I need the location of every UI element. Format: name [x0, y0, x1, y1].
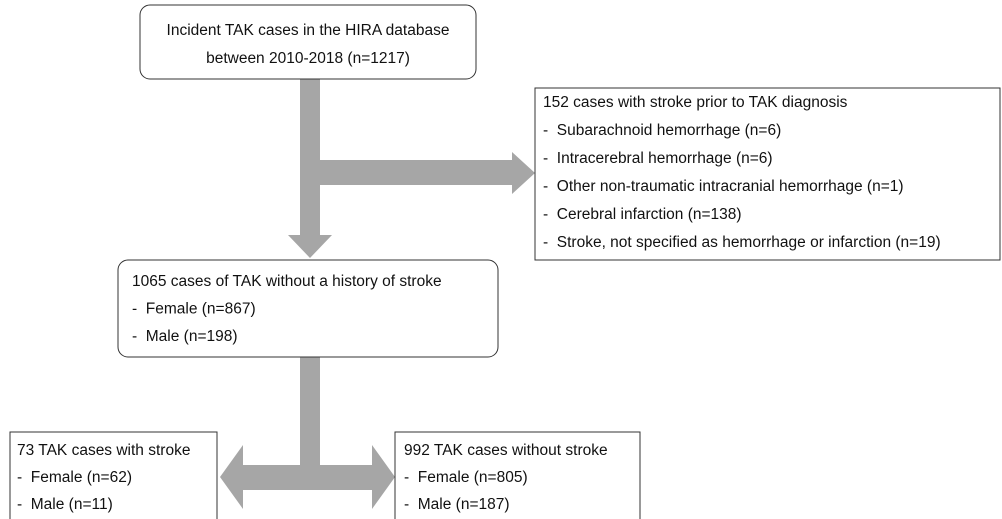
- node-item: - Male (n=11): [17, 496, 113, 513]
- cohort-box: [117, 259, 499, 358]
- node-item: - Other non-traumatic intracranial hemor…: [543, 178, 904, 195]
- node-title: 992 TAK cases without stroke: [404, 442, 608, 459]
- node-lists: 152 cases with stroke prior to TAK diagn…: [17, 94, 941, 513]
- node-item: - Subarachnoid hemorrhage (n=6): [543, 122, 781, 139]
- node-item: - Male (n=187): [404, 496, 510, 513]
- node-text: between 2010-2018 (n=1217): [206, 50, 410, 67]
- node-item: - Intracerebral hemorrhage (n=6): [543, 150, 773, 167]
- node-item: - Female (n=867): [132, 301, 256, 318]
- node-text: Incident TAK cases in the HIRA database: [167, 22, 450, 39]
- node-title: 73 TAK cases with stroke: [17, 442, 190, 459]
- node-item: - Female (n=805): [404, 469, 528, 486]
- node-item: - Stroke, not specified as hemorrhage or…: [543, 234, 941, 251]
- node-item: - Female (n=62): [17, 469, 132, 486]
- node-item: - Male (n=198): [132, 328, 238, 345]
- node-title: 152 cases with stroke prior to TAK diagn…: [543, 94, 848, 111]
- excluded-box: [534, 87, 1001, 261]
- start-box: [139, 4, 477, 80]
- arrow-split: [220, 357, 395, 509]
- no-stroke-box: [394, 431, 641, 519]
- arrow-right: [320, 152, 535, 194]
- node-item: - Cerebral infarction (n=138): [543, 206, 742, 223]
- stroke-box: [9, 431, 218, 519]
- arrow-down: [288, 79, 332, 258]
- node-title: 1065 cases of TAK without a history of s…: [132, 273, 442, 290]
